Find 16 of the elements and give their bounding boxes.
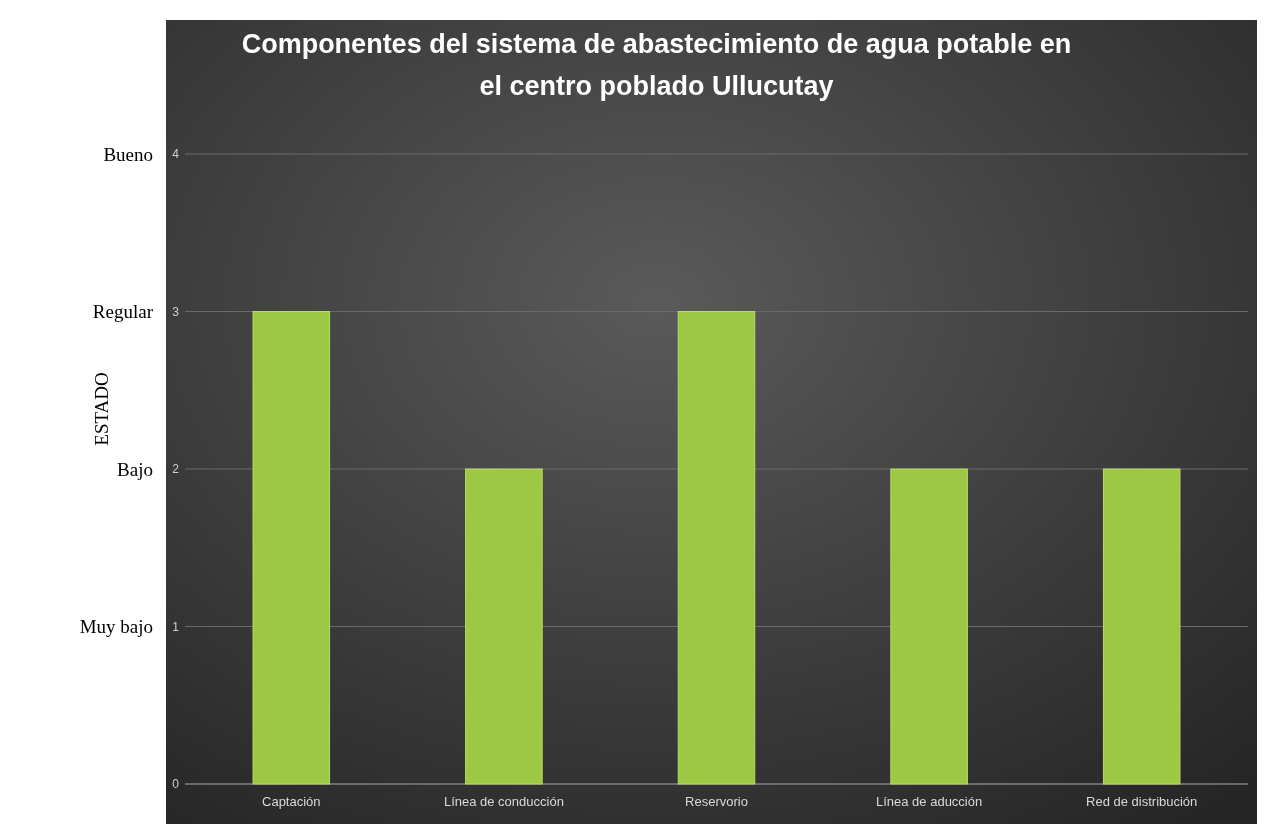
x-tick-label: Línea de aducción bbox=[875, 794, 983, 809]
x-tick-label: Captación bbox=[262, 794, 321, 809]
y-axis-title: ESTADO bbox=[91, 372, 112, 446]
x-tick-label: Red de distribución bbox=[1086, 794, 1198, 809]
y-tick-label: 4 bbox=[172, 147, 180, 162]
y-tick-label: 3 bbox=[172, 304, 180, 319]
text: Regular bbox=[92, 301, 154, 323]
y-tick-label: 2 bbox=[172, 462, 180, 477]
x-tick-label: Línea de conducción bbox=[443, 794, 564, 809]
text: Muy bajo bbox=[79, 616, 153, 638]
y-tick-label: 0 bbox=[172, 777, 180, 792]
text: Bajo bbox=[117, 458, 153, 480]
chart-title: Componentes del sistema de abastecimiento de agua potable en el centro poblado Ullucutay bbox=[241, 29, 1072, 101]
x-tick-label: Reservorio bbox=[685, 794, 748, 809]
y-tick-label: 1 bbox=[172, 619, 180, 634]
text: Bueno bbox=[103, 143, 153, 165]
